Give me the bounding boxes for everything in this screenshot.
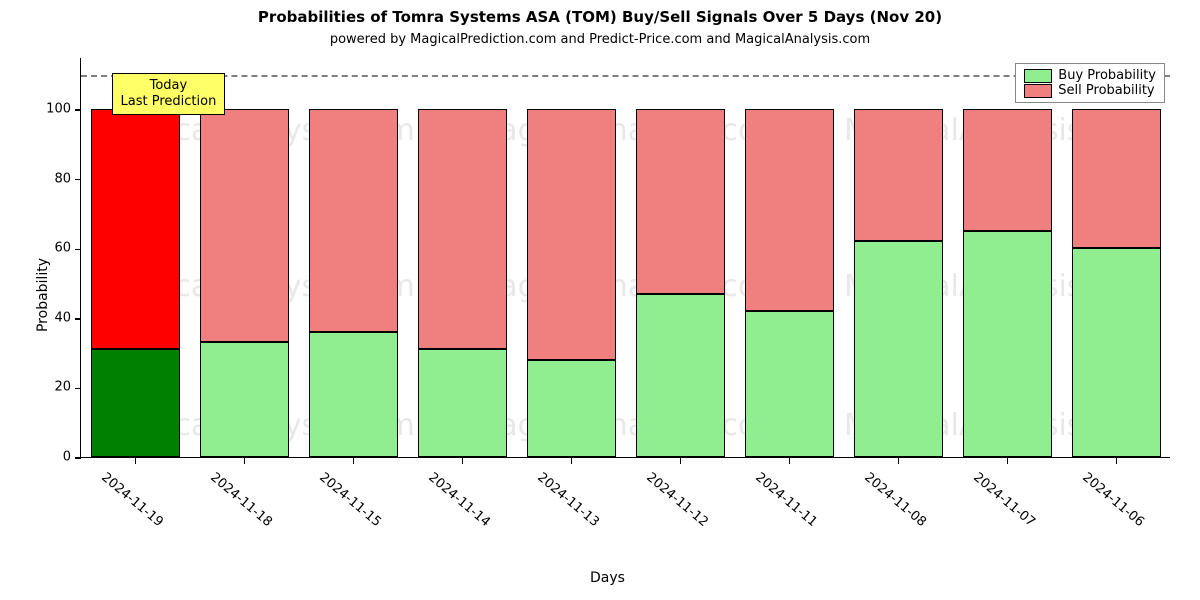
x-tick-mark	[1116, 458, 1118, 464]
buy-bar	[1072, 248, 1161, 457]
y-tick-label: 100	[46, 102, 81, 117]
annotation-line1: Today	[121, 78, 217, 94]
y-tick-label: 80	[54, 171, 81, 186]
x-tick-mark	[353, 458, 355, 464]
y-tick-label: 20	[54, 380, 81, 395]
x-tick-mark	[680, 458, 682, 464]
annotation-line2: Last Prediction	[121, 94, 217, 110]
x-tick-label: 2024-11-14	[425, 470, 493, 530]
bar-group	[527, 109, 616, 457]
buy-bar	[527, 360, 616, 457]
x-tick-label: 2024-11-19	[98, 470, 166, 530]
sell-bar	[200, 109, 289, 342]
buy-bar	[309, 332, 398, 457]
x-axis-label: Days	[590, 570, 625, 586]
x-tick-label: 2024-11-12	[643, 470, 711, 530]
y-tick-label: 60	[54, 241, 81, 256]
bar-group	[309, 109, 398, 457]
x-tick-label: 2024-11-13	[534, 470, 602, 530]
y-tick-label: 40	[54, 310, 81, 325]
sell-bar	[636, 109, 725, 293]
buy-bar	[745, 311, 834, 457]
chart-subtitle: powered by MagicalPrediction.com and Pre…	[0, 32, 1200, 47]
sell-bar	[1072, 109, 1161, 248]
x-tick-label: 2024-11-07	[970, 470, 1038, 530]
bar-group	[91, 109, 180, 457]
y-axis-label: Probability	[35, 258, 51, 332]
y-tick-label: 0	[63, 450, 81, 465]
legend-item: Buy Probability	[1024, 68, 1156, 83]
today-annotation: Today Last Prediction	[112, 73, 226, 114]
buy-bar	[636, 294, 725, 457]
x-tick-mark	[462, 458, 464, 464]
x-tick-label: 2024-11-11	[752, 470, 820, 530]
bars-layer	[81, 58, 1170, 457]
sell-bar	[854, 109, 943, 241]
buy-bar	[963, 231, 1052, 457]
sell-bar	[309, 109, 398, 332]
chart-title: Probabilities of Tomra Systems ASA (TOM)…	[0, 8, 1200, 26]
sell-bar	[963, 109, 1052, 231]
x-tick-label: 2024-11-15	[316, 470, 384, 530]
sell-bar	[91, 109, 180, 349]
x-tick-mark	[571, 458, 573, 464]
x-tick-mark	[244, 458, 246, 464]
x-tick-mark	[898, 458, 900, 464]
bar-group	[418, 109, 507, 457]
legend-label: Buy Probability	[1058, 68, 1156, 83]
buy-bar	[854, 241, 943, 457]
legend-swatch	[1024, 69, 1052, 83]
sell-bar	[418, 109, 507, 349]
legend-item: Sell Probability	[1024, 83, 1156, 98]
x-tick-mark	[1007, 458, 1009, 464]
buy-bar	[91, 349, 180, 457]
x-tick-label: 2024-11-08	[861, 470, 929, 530]
legend-swatch	[1024, 84, 1052, 98]
bar-group	[854, 109, 943, 457]
bar-group	[745, 109, 834, 457]
buy-bar	[200, 342, 289, 457]
x-tick-label: 2024-11-06	[1079, 470, 1147, 530]
bar-group	[1072, 109, 1161, 457]
plot-area: MagicalAnalysis.comMagicalAnalysis.comMa…	[80, 58, 1170, 458]
bar-group	[200, 109, 289, 457]
x-tick-mark	[135, 458, 137, 464]
legend-label: Sell Probability	[1058, 83, 1154, 98]
bar-group	[636, 109, 725, 457]
sell-bar	[745, 109, 834, 311]
sell-bar	[527, 109, 616, 359]
legend: Buy ProbabilitySell Probability	[1015, 63, 1165, 103]
x-tick-label: 2024-11-18	[207, 470, 275, 530]
bar-group	[963, 109, 1052, 457]
chart-container: Probabilities of Tomra Systems ASA (TOM)…	[0, 0, 1200, 600]
x-tick-mark	[789, 458, 791, 464]
buy-bar	[418, 349, 507, 457]
